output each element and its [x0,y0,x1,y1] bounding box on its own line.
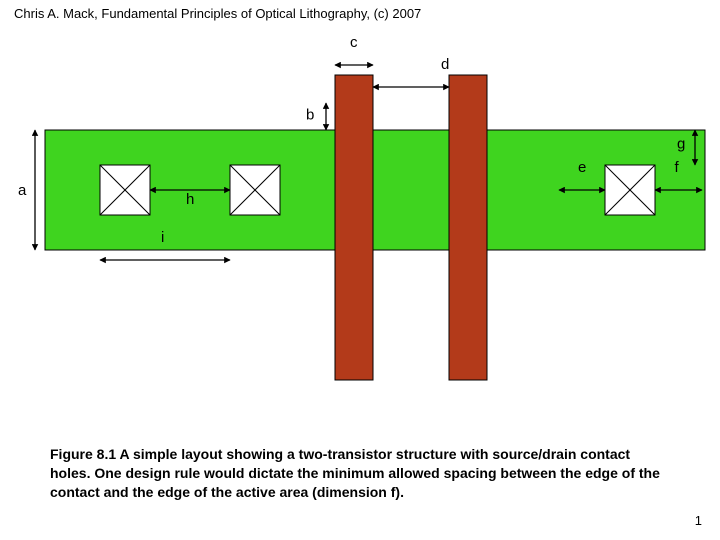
figure-8-1: abgefihcd [0,35,720,435]
dim-label-a: a [18,182,27,199]
dim-label-c: c [350,35,358,51]
dim-label-i: i [161,229,164,246]
figure-caption: Figure 8.1 A simple layout showing a two… [50,445,670,502]
poly-gate-1 [449,75,487,380]
page-number: 1 [695,513,702,528]
dim-label-h: h [186,191,194,208]
poly-gate-0 [335,75,373,380]
dim-label-e: e [578,159,586,176]
page-header: Chris A. Mack, Fundamental Principles of… [14,6,421,21]
dim-label-g: g [677,136,685,153]
dim-label-b: b [306,107,314,124]
dim-label-d: d [441,56,449,73]
layout-svg: abgefihcd [0,35,720,435]
